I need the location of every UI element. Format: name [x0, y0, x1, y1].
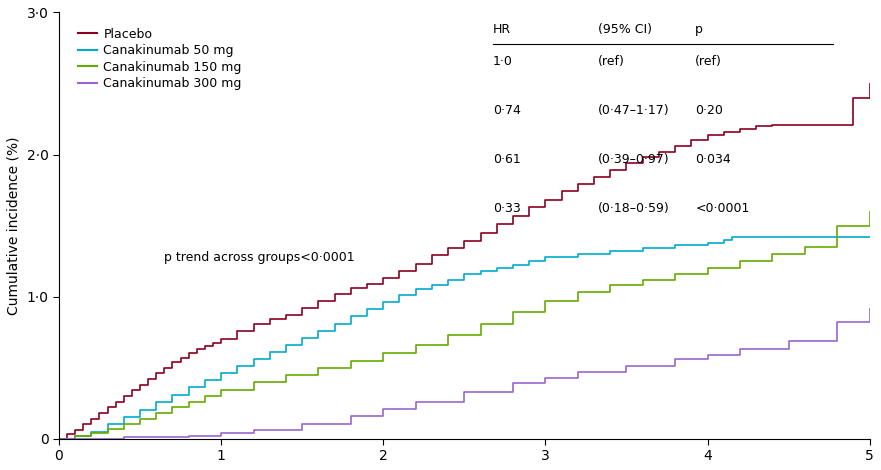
Text: 1·0: 1·0	[492, 55, 513, 68]
Y-axis label: Cumulative incidence (%): Cumulative incidence (%)	[7, 136, 21, 315]
Text: <0·0001: <0·0001	[695, 202, 750, 215]
Text: 0·74: 0·74	[492, 104, 521, 117]
Text: (ref): (ref)	[695, 55, 722, 68]
Text: 0·20: 0·20	[695, 104, 723, 117]
Text: 0·61: 0·61	[492, 153, 521, 166]
Text: 0·034: 0·034	[695, 153, 731, 166]
Text: (0·39–0·97): (0·39–0·97)	[598, 153, 670, 166]
Text: (95% CI): (95% CI)	[598, 23, 652, 36]
Text: (0·47–1·17): (0·47–1·17)	[598, 104, 670, 117]
Legend: Placebo, Canakinumab 50 mg, Canakinumab 150 mg, Canakinumab 300 mg: Placebo, Canakinumab 50 mg, Canakinumab …	[73, 23, 247, 95]
Text: (0·18–0·59): (0·18–0·59)	[598, 202, 670, 215]
Text: p: p	[695, 23, 703, 36]
Text: HR: HR	[492, 23, 511, 36]
Text: p trend across groups<0·0001: p trend across groups<0·0001	[165, 251, 355, 264]
Text: 0·33: 0·33	[492, 202, 521, 215]
Text: (ref): (ref)	[598, 55, 625, 68]
